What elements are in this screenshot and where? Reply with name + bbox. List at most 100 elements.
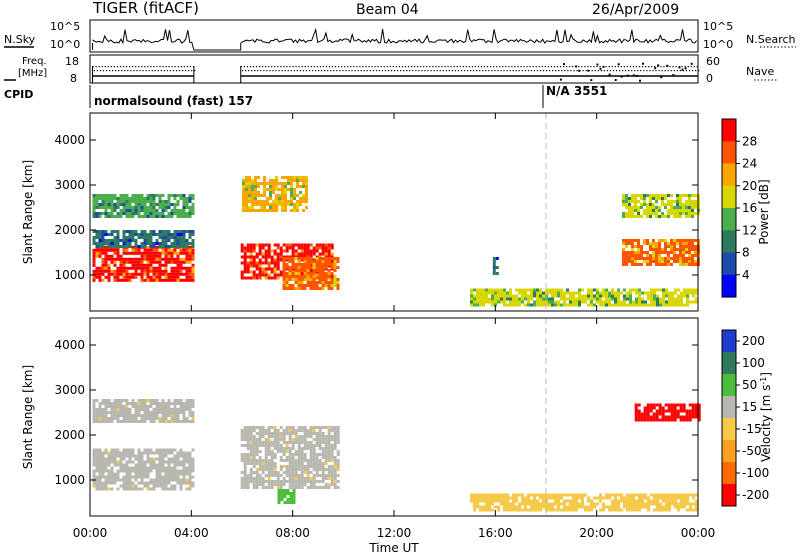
echo-cell	[285, 444, 289, 447]
echo-cell	[485, 288, 488, 292]
echo-cell	[691, 215, 694, 218]
echo-cell	[95, 414, 99, 417]
echo-cell	[299, 191, 302, 194]
echo-cell	[664, 260, 667, 263]
echo-cell	[110, 194, 114, 197]
echo-cell	[143, 472, 147, 476]
echo-cell	[647, 294, 650, 298]
echo-cell	[240, 456, 244, 459]
echo-cell	[336, 441, 340, 444]
echo-cell	[584, 505, 587, 509]
echo-cell	[312, 450, 316, 453]
echo-cell	[644, 303, 647, 307]
echo-cell	[512, 508, 515, 512]
echo-cell	[164, 200, 168, 203]
echo-cell	[688, 257, 691, 260]
echo-cell	[245, 182, 248, 185]
echo-cell	[691, 209, 694, 212]
nave-dot	[427, 70, 429, 72]
echo-cell	[170, 254, 174, 258]
echo-cell	[581, 493, 584, 497]
echo-cell	[107, 420, 111, 423]
echo-cell	[92, 278, 96, 282]
echo-cell	[652, 260, 655, 263]
nave-dot	[259, 66, 261, 68]
echo-cell	[277, 489, 281, 492]
nave-dot	[679, 70, 681, 72]
echo-cell	[288, 480, 292, 483]
echo-cell	[128, 481, 132, 485]
echo-cell	[548, 502, 551, 506]
echo-cell	[673, 260, 676, 263]
echo-cell	[261, 432, 265, 435]
echo-cell	[632, 499, 635, 503]
echo-cell	[101, 451, 105, 455]
echo-cell	[122, 239, 126, 242]
echo-cell	[640, 251, 643, 254]
echo-cell	[146, 472, 150, 476]
echo-cell	[161, 269, 165, 273]
echo-cell	[176, 399, 180, 402]
echo-cell	[302, 185, 305, 188]
nave-dot	[473, 70, 475, 72]
echo-cell	[661, 251, 664, 254]
echo-cell	[255, 480, 259, 483]
echo-cell	[140, 420, 144, 423]
echo-cell	[134, 251, 138, 255]
echo-cell	[282, 275, 286, 278]
echo-cell	[509, 496, 512, 500]
echo-cell	[143, 399, 147, 402]
echo-cell	[248, 191, 251, 194]
echo-cell	[306, 257, 310, 260]
echo-cell	[305, 188, 308, 191]
echo-cell	[92, 203, 96, 206]
echo-cell	[608, 505, 611, 509]
echo-cell	[267, 444, 271, 447]
echo-cell	[631, 242, 634, 245]
echo-cell	[679, 418, 683, 422]
echo-cell	[315, 480, 319, 483]
echo-cell	[257, 209, 260, 212]
echo-cell	[128, 460, 132, 464]
echo-cell	[628, 260, 631, 263]
echo-cell	[137, 236, 141, 239]
echo-cell	[569, 499, 572, 503]
nave-dot	[695, 70, 697, 72]
echo-cell	[288, 429, 292, 432]
echo-cell	[656, 502, 659, 506]
echo-cell	[164, 454, 168, 458]
echo-cell	[290, 191, 293, 194]
echo-cell	[494, 300, 497, 304]
nave-dot	[148, 70, 150, 72]
echo-cell	[303, 266, 307, 269]
echo-cell	[149, 203, 153, 206]
echo-cell	[299, 197, 302, 200]
echo-cell	[527, 288, 530, 292]
echo-cell	[131, 266, 135, 270]
echo-cell	[587, 294, 590, 298]
echo-cell	[182, 414, 186, 417]
echo-cell	[101, 230, 105, 233]
echo-cell	[312, 483, 316, 486]
echo-cell	[527, 508, 530, 512]
echo-cell	[167, 420, 171, 423]
echo-cell	[182, 215, 186, 218]
echo-cell	[566, 508, 569, 512]
echo-cell	[140, 245, 144, 248]
echo-cell	[119, 420, 123, 423]
echo-cell	[273, 468, 277, 471]
echo-cell	[152, 212, 156, 215]
echo-cell	[188, 472, 192, 476]
echo-cell	[188, 411, 192, 414]
nave-dot	[365, 66, 367, 68]
echo-cell	[264, 249, 268, 253]
echo-cell	[646, 206, 649, 209]
echo-cell	[643, 239, 646, 242]
echo-cell	[305, 182, 308, 185]
echo-cell	[291, 249, 295, 253]
echo-cell	[243, 255, 247, 259]
echo-cell	[293, 209, 296, 212]
echo-cell	[134, 487, 138, 491]
nave-dot	[255, 66, 258, 68]
echo-cell	[488, 493, 491, 497]
